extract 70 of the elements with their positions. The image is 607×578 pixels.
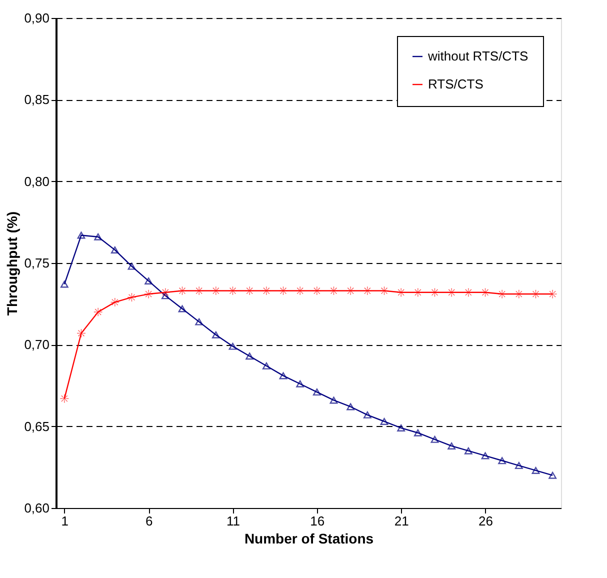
point — [548, 290, 557, 298]
point — [532, 290, 540, 298]
point — [245, 286, 254, 295]
point — [262, 286, 271, 295]
x-tick-label: 26 — [478, 514, 493, 528]
x-tick-label: 6 — [145, 514, 153, 528]
point — [178, 305, 186, 312]
point — [60, 280, 68, 288]
point — [548, 472, 557, 479]
point — [397, 424, 406, 432]
point — [514, 462, 523, 470]
point — [161, 292, 170, 300]
point — [396, 288, 406, 297]
point — [212, 286, 220, 295]
point — [212, 331, 220, 338]
point — [228, 342, 237, 350]
point — [110, 246, 119, 254]
point — [430, 436, 439, 443]
y-tick-label: 0,75 — [24, 256, 50, 270]
y-axis-title: Throughput (%) — [4, 211, 20, 316]
point — [514, 290, 524, 298]
point — [279, 372, 288, 380]
y-tick-label: 0,80 — [24, 174, 50, 189]
point — [161, 288, 170, 297]
point — [77, 232, 86, 239]
point — [346, 286, 355, 295]
point — [128, 262, 136, 270]
point — [363, 411, 372, 418]
point — [414, 429, 422, 436]
point — [110, 298, 120, 306]
x-tick-label: 1 — [61, 514, 69, 528]
point — [447, 288, 456, 297]
y-tick-label: 0,60 — [24, 500, 50, 516]
point — [144, 277, 153, 284]
y-tick-label: 0,85 — [24, 92, 50, 108]
x-tick-label: 21 — [394, 514, 409, 528]
point — [330, 396, 338, 404]
point — [498, 290, 506, 298]
y-tick-label: 0,90 — [24, 10, 50, 26]
point — [194, 286, 204, 295]
legend-label: RTS/CTS — [428, 76, 484, 92]
point — [60, 394, 69, 403]
point — [464, 288, 473, 297]
point — [296, 380, 304, 388]
point — [262, 362, 270, 370]
point — [464, 447, 472, 454]
point — [481, 288, 490, 297]
point — [532, 466, 540, 474]
point — [448, 442, 456, 450]
point — [94, 233, 102, 240]
x-axis-title: Number of Stations — [244, 530, 374, 546]
point — [414, 288, 422, 297]
point — [363, 286, 372, 295]
y-tick-label: 0,70 — [24, 337, 50, 352]
point — [430, 288, 439, 297]
x-tick-label: 16 — [310, 514, 325, 528]
point — [312, 388, 321, 396]
point — [346, 403, 355, 410]
point — [380, 418, 388, 425]
y-tick-label: 0,65 — [24, 418, 50, 434]
point — [94, 308, 102, 316]
point — [195, 318, 204, 326]
legend-label: without RTS/CTS — [427, 48, 529, 64]
point — [312, 286, 322, 295]
point — [246, 352, 254, 360]
point — [296, 286, 304, 295]
point — [498, 457, 506, 464]
point — [144, 290, 153, 298]
point — [481, 452, 490, 460]
x-tick-label: 11 — [226, 514, 240, 528]
